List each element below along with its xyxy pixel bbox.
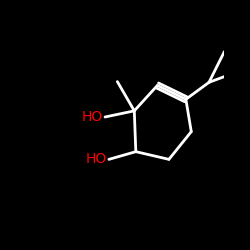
Text: HO: HO (85, 152, 106, 166)
Text: HO: HO (82, 110, 103, 124)
